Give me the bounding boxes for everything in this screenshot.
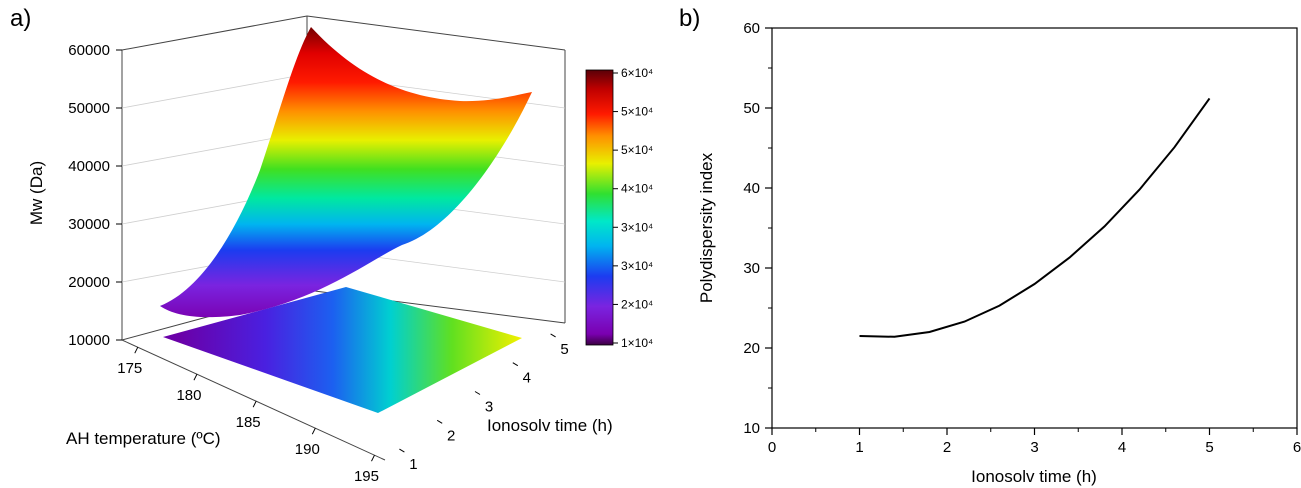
panel-a-x-axis-label: AH temperature (ºC) [66, 429, 221, 448]
x-tick-mark [252, 400, 257, 408]
colorbar-tick-label: 3×10⁴ [621, 259, 653, 273]
panel-b-line-plot: b) 0 1 2 3 4 5 6 10 20 30 40 50 60 Ionosolv time (h)… [679, 5, 1301, 486]
colorbar-tick-label: 3×10⁴ [621, 220, 653, 234]
x-tick-mark [134, 346, 139, 354]
z-tick-label: 60000 [68, 42, 110, 59]
x-tick-mark [371, 454, 375, 462]
b-x-tick-label: 5 [1205, 439, 1213, 456]
b-y-tick-label: 30 [743, 260, 760, 277]
y-tick-mark [512, 362, 519, 367]
y-tick-mark [474, 391, 481, 395]
x-tick-label: 190 [295, 441, 320, 458]
colorbar-tick-label: 5×10⁴ [621, 105, 653, 119]
y-tick-label: 1 [409, 456, 417, 473]
z-tick-label: 40000 [68, 158, 110, 175]
panel-b-y-axis-label: Polydispersity index [697, 152, 716, 303]
panel-a-colorbar-labels: 1×10⁴ 2×10⁴ 3×10⁴ 3×10⁴ 4×10⁴ 5×10⁴ 5×10⁴ 6×10⁴ [613, 66, 653, 350]
panel-a-surface [160, 27, 532, 318]
y-tick-label: 4 [523, 370, 531, 387]
y-tick-mark [399, 448, 405, 453]
y-tick-label: 3 [485, 399, 493, 416]
panel-b-axes: 0 1 2 3 4 5 6 10 20 30 40 50 60 [743, 20, 1301, 456]
y-tick-mark [436, 419, 443, 424]
b-x-tick-label: 3 [1030, 439, 1038, 456]
colorbar-tick-label: 6×10⁴ [621, 66, 653, 80]
b-y-tick-label: 40 [743, 180, 760, 197]
b-y-tick-label: 20 [743, 340, 760, 357]
y-tick-label: 5 [560, 341, 568, 358]
panel-a-y-axis-label: Ionosolv time (h) [487, 416, 613, 435]
b-x-tick-label: 2 [943, 439, 951, 456]
x-tick-mark [311, 427, 316, 435]
z-tick-label: 20000 [68, 274, 110, 291]
panel-a-label: a) [10, 5, 31, 32]
panel-b-label: b) [679, 5, 700, 32]
panel-b-x-axis-label: Ionosolv time (h) [971, 467, 1097, 486]
panel-a-y-tick-labels: 1 2 3 4 5 [399, 333, 569, 473]
y-tick-label: 2 [447, 427, 455, 444]
panel-a-colorbar [585, 69, 614, 346]
x-tick-label: 185 [236, 414, 261, 431]
colorbar-tick-label: 5×10⁴ [621, 143, 653, 157]
panel-a-x-tick-labels: 175 180 185 190 195 [117, 346, 379, 485]
y-tick-mark [550, 333, 556, 338]
b-y-tick-label: 10 [743, 420, 760, 437]
panel-b-plot-frame [771, 27, 1298, 429]
colorbar-tick-label: 1×10⁴ [621, 336, 653, 350]
panel-a-surface-plot: a) 10000 20000 30000 40000 50000 60000 Mw (Da… [10, 5, 653, 485]
z-tick-label: 50000 [68, 100, 110, 117]
b-y-tick-label: 50 [743, 100, 760, 117]
panel-a-z-tick-labels: 10000 20000 30000 40000 50000 60000 [68, 42, 122, 349]
b-x-tick-label: 6 [1293, 439, 1301, 456]
x-tick-label: 175 [117, 360, 142, 377]
x-tick-label: 195 [354, 468, 379, 485]
b-x-tick-label: 0 [768, 439, 776, 456]
colorbar-tick-label: 2×10⁴ [621, 297, 653, 311]
panel-b-series-line [859, 97, 1211, 338]
x-tick-label: 180 [176, 387, 201, 404]
panel-a-z-axis-label: Mw (Da) [27, 161, 46, 225]
panel-a-floor-contour [163, 287, 522, 413]
z-tick-label: 30000 [68, 216, 110, 233]
b-x-tick-label: 1 [855, 439, 863, 456]
colorbar-tick-label: 4×10⁴ [621, 182, 653, 196]
b-x-tick-label: 4 [1118, 439, 1126, 456]
b-y-tick-label: 60 [743, 20, 760, 37]
z-tick-label: 10000 [68, 332, 110, 349]
x-tick-mark [193, 373, 198, 381]
